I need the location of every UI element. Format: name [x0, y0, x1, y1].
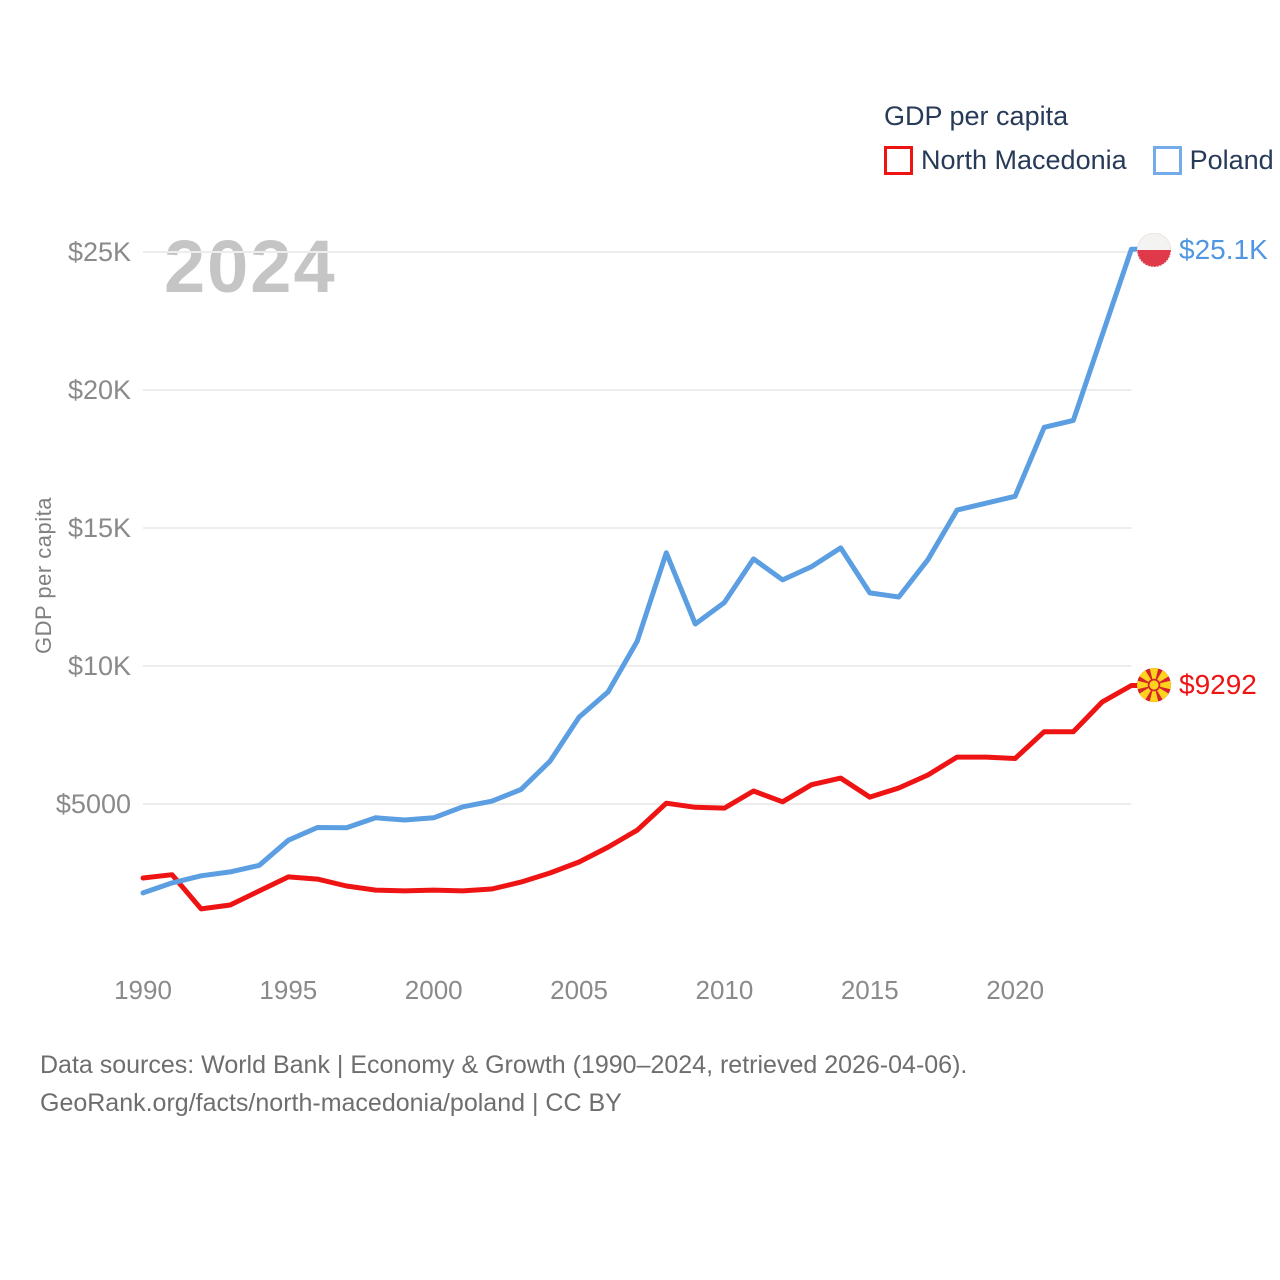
x-tick-label: 2015	[841, 975, 899, 1005]
poland-end-label: $25.1K	[1136, 232, 1268, 268]
attribution-footer: Data sources: World Bank | Economy & Gro…	[40, 1047, 967, 1122]
y-tick-label: $10K	[68, 651, 131, 681]
poland-swatch-icon	[1152, 146, 1182, 175]
x-tick-label: 2020	[986, 975, 1044, 1005]
x-tick-label: 2005	[550, 975, 608, 1005]
legend-item-poland[interactable]: Poland	[1152, 145, 1274, 176]
chart-legend: GDP per capita North Macedonia Poland	[884, 101, 1274, 176]
legend-label-poland: Poland	[1189, 145, 1274, 175]
legend-label-north-macedonia: North Macedonia	[921, 145, 1127, 175]
x-tick-label: 1990	[114, 975, 172, 1005]
north-macedonia-swatch-icon	[884, 146, 913, 175]
poland-end-value: $25.1K	[1179, 234, 1268, 265]
x-tick-label: 2000	[405, 975, 463, 1005]
poland-flag-icon	[1136, 232, 1172, 268]
series-line-north-macedonia[interactable]	[140, 683, 1149, 912]
data-sources-line: Data sources: World Bank | Economy & Gro…	[40, 1051, 968, 1079]
legend-title: GDP per capita	[884, 101, 1069, 131]
north-macedonia-end-value: $9292	[1179, 669, 1257, 700]
x-tick-label: 1995	[259, 975, 317, 1005]
y-tick-label: $20K	[68, 375, 131, 405]
north-macedonia-flag-icon	[1137, 668, 1171, 702]
series-line-poland[interactable]	[140, 246, 1149, 896]
y-tick-label: $5000	[56, 789, 131, 819]
source-url-line: GeoRank.org/facts/north-macedonia/poland…	[40, 1088, 622, 1117]
legend-item-north-macedonia[interactable]: North Macedonia	[884, 145, 1127, 176]
y-tick-label: $15K	[68, 513, 131, 543]
watermark-year: 2024	[164, 225, 337, 308]
north-macedonia-end-label: $9292	[1136, 667, 1257, 703]
x-tick-label: 2010	[695, 975, 753, 1005]
y-tick-label: $25K	[68, 237, 131, 267]
